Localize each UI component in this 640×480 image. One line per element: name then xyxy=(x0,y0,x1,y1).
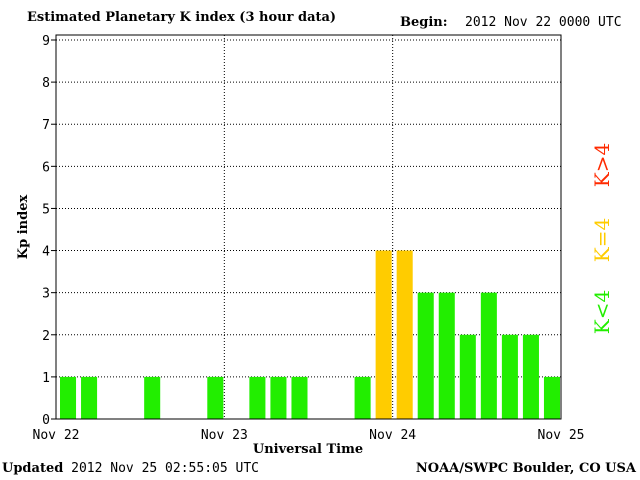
bars-group xyxy=(60,250,560,419)
begin-label: Begin: xyxy=(400,15,448,30)
x-tick-label: Nov 24 xyxy=(369,428,416,443)
y-tick-label: 7 xyxy=(42,118,50,133)
begin-value: 2012 Nov 22 0000 UTC xyxy=(465,15,622,30)
x-tick-label: Nov 25 xyxy=(538,428,585,443)
kp-bar xyxy=(354,376,371,419)
x-tick-label: Nov 22 xyxy=(33,428,80,443)
kp-bar xyxy=(375,250,392,419)
plot-frame xyxy=(55,34,562,420)
y-tick-label: 6 xyxy=(42,160,50,175)
y-axis-label: Kp index xyxy=(16,195,31,260)
x-ticks: Nov 22 Nov 23 Nov 24 Nov 25 xyxy=(33,428,585,443)
updated-value: 2012 Nov 25 02:55:05 UTC xyxy=(71,461,259,476)
kp-bar xyxy=(60,376,77,419)
y-tick-label: 3 xyxy=(42,287,50,302)
y-ticks: 0 1 2 3 4 5 6 7 8 9 xyxy=(42,34,56,428)
y-tick-label: 0 xyxy=(42,413,50,428)
kp-bar xyxy=(207,376,224,419)
kp-bar xyxy=(480,292,497,419)
legend-item: K>4 xyxy=(590,143,614,187)
y-tick-label: 8 xyxy=(42,76,50,91)
kp-bar xyxy=(438,292,455,419)
kp-bar xyxy=(144,376,161,419)
x-axis-label: Universal Time xyxy=(253,442,363,457)
kp-bar xyxy=(417,292,434,419)
legend: K>4 K=4 K<4 xyxy=(590,143,614,334)
legend-item: K<4 xyxy=(590,290,614,334)
y-tick-label: 1 xyxy=(42,371,50,386)
kp-bar xyxy=(291,376,308,419)
x-tick-label: Nov 23 xyxy=(201,428,248,443)
kp-bar xyxy=(270,376,287,419)
kp-bar xyxy=(249,376,266,419)
kp-bar xyxy=(543,376,560,419)
kp-bar xyxy=(81,376,98,419)
kp-bar xyxy=(501,334,518,419)
kp-bar xyxy=(522,334,539,419)
updated-label: Updated xyxy=(2,461,64,476)
kp-bar xyxy=(459,334,476,419)
credit-line: NOAA/SWPC Boulder, CO USA xyxy=(415,461,636,476)
chart-title: Estimated Planetary K index (3 hour data… xyxy=(27,10,337,25)
y-tick-label: 2 xyxy=(42,329,50,344)
legend-item: K=4 xyxy=(590,218,614,262)
y-tick-label: 9 xyxy=(42,34,50,49)
kp-bar xyxy=(396,250,413,419)
updated-timestamp: Updated 2012 Nov 25 02:55:05 UTC xyxy=(2,461,259,476)
y-tick-label: 4 xyxy=(42,245,50,260)
y-tick-label: 5 xyxy=(42,202,50,217)
grid-lines xyxy=(56,35,561,419)
